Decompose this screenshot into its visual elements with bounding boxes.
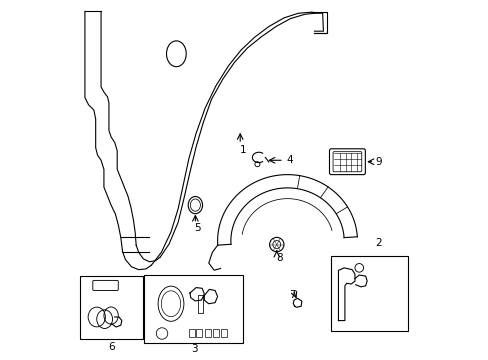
Bar xyxy=(204,329,210,337)
Text: 6: 6 xyxy=(108,342,115,352)
Bar xyxy=(330,256,407,331)
Bar xyxy=(212,329,218,337)
Text: 5: 5 xyxy=(194,224,201,233)
Text: 3: 3 xyxy=(191,344,197,354)
Text: 8: 8 xyxy=(275,253,282,263)
Text: 9: 9 xyxy=(375,157,382,167)
Bar xyxy=(144,275,242,343)
Bar xyxy=(198,296,203,313)
Bar xyxy=(80,276,142,338)
Bar xyxy=(221,329,226,337)
Bar xyxy=(188,329,194,337)
Text: 2: 2 xyxy=(375,238,382,248)
Text: 7: 7 xyxy=(289,290,296,300)
Text: 4: 4 xyxy=(285,155,292,165)
Text: 1: 1 xyxy=(240,144,246,154)
Bar xyxy=(196,329,202,337)
